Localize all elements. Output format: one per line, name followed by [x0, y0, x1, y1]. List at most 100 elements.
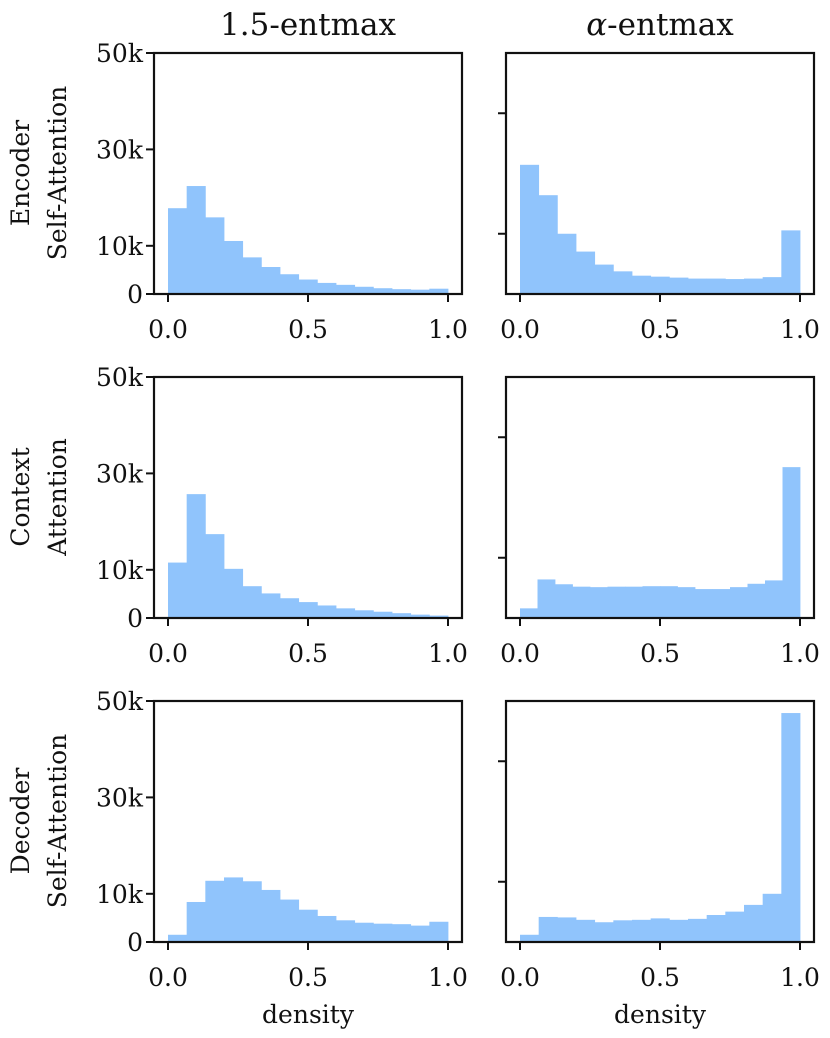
histogram-bar	[781, 713, 801, 942]
x-tick-label: 0.5	[640, 315, 680, 344]
histogram-bar	[557, 233, 577, 294]
histogram-bar	[782, 467, 801, 618]
histogram-bar	[572, 586, 591, 618]
y-tick-label: 10k	[96, 880, 144, 909]
subplot-r2-c2: 0.0 0.5 1.0	[498, 375, 820, 668]
row-label-line-1: Context	[6, 447, 35, 546]
x-axis-label-right: density	[614, 1000, 707, 1029]
column-title-alpha-entmax: α-entmax	[586, 7, 734, 43]
histogram-bar	[744, 278, 764, 294]
x-axis-label-left: density	[262, 1000, 355, 1029]
row-label-decoder-self-attention: Decoder Self-Attention	[6, 734, 72, 909]
histogram-bar	[186, 494, 206, 618]
histogram-bar	[298, 909, 318, 942]
y-tick-label: 0	[127, 280, 143, 309]
row-label-line-2: Self-Attention	[43, 86, 72, 261]
histogram-bar	[317, 605, 337, 618]
histogram-bar	[354, 922, 374, 942]
row-label-line-2: Self-Attention	[43, 734, 72, 909]
x-tick-label: 0.0	[500, 315, 540, 344]
histogram-bar	[336, 608, 356, 618]
x-tick-label: 0.5	[640, 639, 680, 668]
histogram-bar	[607, 586, 626, 618]
row-label-line-1: Encoder	[6, 120, 35, 226]
x-tick-label: 0.5	[288, 963, 328, 992]
histogram-bar	[354, 610, 374, 618]
histogram-bar	[410, 289, 430, 294]
histogram-bar	[242, 586, 262, 618]
row-label-context-attention: Context Attention	[6, 438, 72, 557]
y-tick-label: 50k	[96, 39, 144, 68]
histogram-bar	[594, 264, 614, 294]
y-tick-label: 50k	[96, 687, 144, 716]
x-tick-label: 0.5	[640, 963, 680, 992]
y-tick-label: 0	[127, 928, 143, 957]
histogram-bar	[520, 164, 540, 294]
histogram-bar	[242, 881, 262, 942]
histogram-bar	[762, 277, 782, 294]
histogram-bar	[669, 919, 689, 942]
histogram-bar	[520, 934, 540, 942]
histogram-bar	[747, 583, 766, 618]
histogram-bar	[373, 923, 393, 942]
x-tick-label: 1.0	[780, 639, 820, 668]
subplot-r1-c1: 0.0 0.5 1.0 0 10k 30k 50k	[96, 39, 468, 344]
histogram-bar	[392, 289, 412, 294]
y-tick-label: 30k	[96, 459, 144, 488]
histogram-bar	[594, 922, 614, 942]
x-tick-label: 1.0	[780, 963, 820, 992]
histogram-bar	[298, 602, 318, 618]
histogram-bar	[725, 911, 745, 942]
histogram-bar	[205, 217, 225, 294]
histogram-bar	[632, 275, 652, 294]
histogram-bar	[242, 257, 262, 294]
y-tick-label: 30k	[96, 783, 144, 812]
histogram-bar	[336, 284, 356, 294]
histogram-bar	[650, 276, 670, 294]
histogram-bar	[650, 918, 670, 942]
histogram-bar	[695, 589, 713, 618]
histogram-bar	[205, 534, 225, 618]
histogram-bar	[660, 586, 678, 618]
histogram-bar	[537, 579, 556, 618]
histogram-bar	[410, 925, 430, 942]
histogram-bar	[538, 916, 558, 942]
histogram-bar	[410, 614, 430, 618]
histogram-bar	[576, 919, 596, 942]
histogram-bar	[725, 279, 745, 294]
x-tick-label: 0.0	[500, 639, 540, 668]
histogram-bar	[186, 186, 206, 294]
histogram-bar	[280, 274, 300, 294]
subplot-r3-c1: 0.0 0.5 1.0 0 10k 30k 50k	[96, 687, 468, 992]
histogram-bar	[688, 278, 708, 294]
column-title-alpha-entmax-suffix: -entmax	[607, 7, 734, 43]
histogram-bar	[632, 919, 652, 942]
histogram-bar	[429, 615, 449, 618]
histogram-bar	[613, 920, 633, 942]
histogram-bar	[224, 568, 244, 618]
histogram-bar	[555, 584, 573, 618]
histogram-bar	[261, 267, 281, 294]
y-tick-label: 50k	[96, 363, 144, 392]
y-tick-label: 10k	[96, 232, 144, 261]
histogram-bar	[744, 904, 764, 942]
histogram-bar	[168, 934, 188, 942]
x-tick-label: 1.0	[428, 315, 468, 344]
x-tick-label: 0.5	[288, 315, 328, 344]
histogram-bar	[168, 208, 188, 294]
histogram-bar	[205, 880, 225, 942]
histogram-bar	[730, 587, 748, 618]
x-tick-label: 0.0	[500, 963, 540, 992]
histogram-bar	[224, 877, 244, 942]
x-tick-label: 0.5	[288, 639, 328, 668]
subplot-grid: 0.0 0.5 1.0 0 10k 30k 50k 0.0 0.5 1.0 0.0 0.5 1.0 0 10…	[96, 39, 820, 992]
y-tick-label: 0	[127, 604, 143, 633]
histogram-bar	[168, 562, 188, 618]
column-title-1-5-entmax: 1.5-entmax	[220, 7, 396, 43]
histogram-bar	[392, 613, 412, 618]
histogram-bar	[712, 589, 731, 618]
histogram-bar	[765, 580, 783, 618]
y-tick-label: 10k	[96, 556, 144, 585]
histogram-bar	[613, 271, 633, 294]
histogram-bar	[261, 593, 281, 618]
